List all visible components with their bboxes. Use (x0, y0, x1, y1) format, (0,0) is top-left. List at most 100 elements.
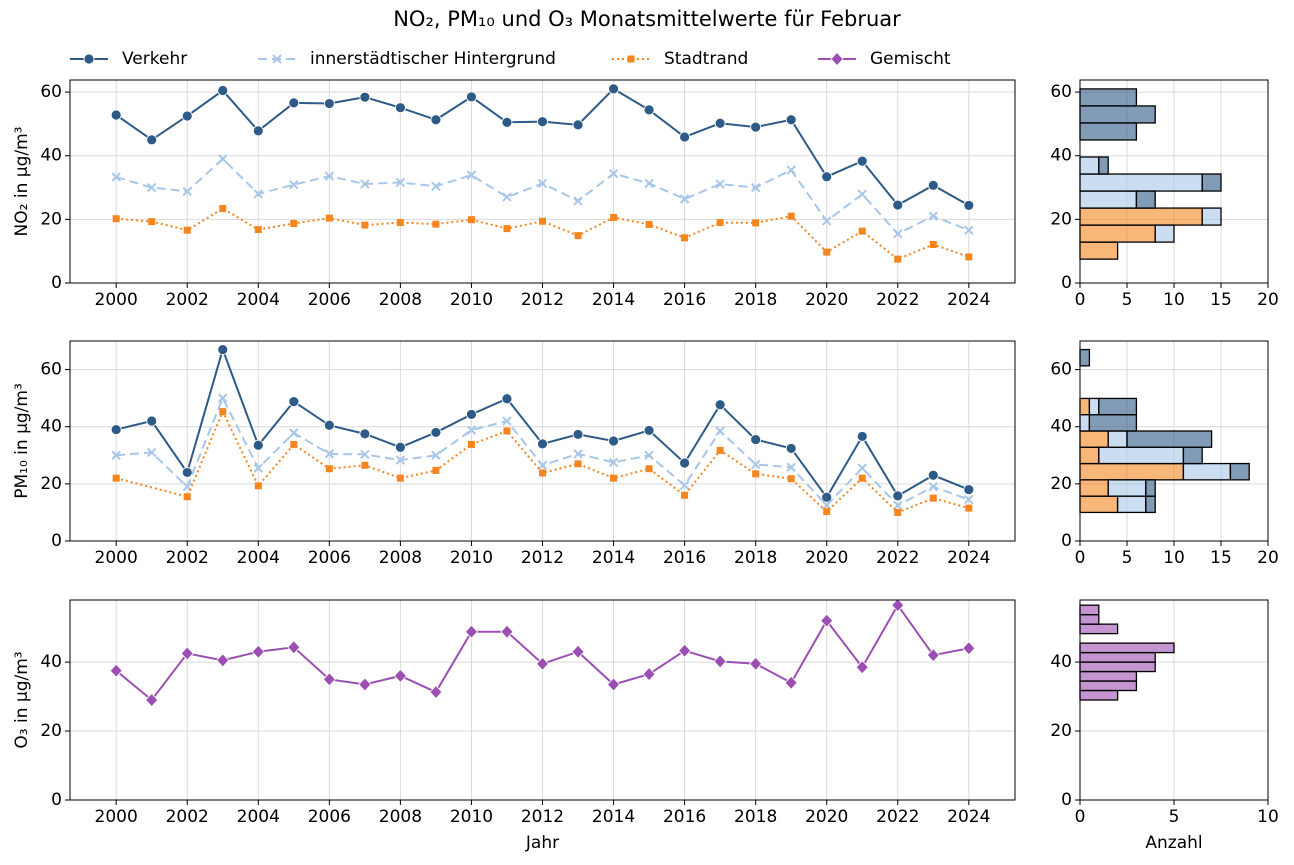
hist-bar (1107, 430, 1128, 448)
hist-bar (1079, 642, 1175, 654)
hist-bar (1135, 190, 1156, 209)
data-point (572, 119, 584, 131)
data-point (572, 429, 584, 440)
data-point (325, 214, 333, 222)
x-tick-label: 10 (1163, 290, 1185, 310)
hist-bar (1079, 430, 1109, 448)
data-point (894, 508, 902, 516)
x-tick-label: 2024 (947, 548, 990, 568)
data-point (361, 461, 369, 469)
hist-bar (1088, 414, 1138, 432)
data-point (539, 217, 546, 225)
data-point (962, 641, 976, 656)
data-point (429, 684, 443, 700)
legend-marker (627, 55, 635, 63)
x-tick-label: 2000 (95, 548, 138, 568)
data-point (855, 660, 869, 675)
data-point (217, 85, 229, 96)
y-tick-label: 40 (1050, 417, 1072, 437)
hist-bar (1182, 462, 1232, 481)
data-point (681, 234, 689, 242)
data-point (502, 192, 512, 202)
x-tick-label: 2016 (663, 290, 706, 310)
data-point (820, 613, 834, 628)
data-point (679, 194, 690, 204)
x-tick-label: 2006 (308, 807, 351, 827)
data-point (289, 428, 299, 438)
data-point (110, 424, 122, 435)
x-tick-label: 2020 (805, 807, 848, 827)
data-point (787, 212, 795, 220)
data-point (645, 465, 653, 473)
hist-bar (1079, 224, 1156, 243)
y-tick-label: 20 (40, 474, 62, 494)
data-point (750, 182, 761, 193)
data-point (502, 416, 512, 426)
data-point (894, 255, 902, 263)
x-tick-label: 5 (1122, 548, 1133, 568)
data-point (395, 177, 406, 188)
x-tick-label: 2012 (521, 807, 564, 827)
data-point (963, 199, 975, 211)
x-tick-label: 2016 (663, 548, 706, 568)
hist-bar (1079, 689, 1119, 701)
data-point (112, 215, 120, 223)
hist-bar (1079, 604, 1100, 616)
data-point (253, 189, 263, 199)
data-point (501, 393, 513, 405)
data-point (395, 455, 406, 465)
data-point (254, 482, 262, 490)
data-point (109, 663, 123, 678)
y-axis-label: NO₂ in µg/m³ (12, 127, 32, 237)
data-point (182, 186, 192, 197)
data-point (146, 415, 158, 427)
chart-title: NO₂, PM₁₀ und O₃ Monatsmittelwerte für F… (393, 7, 901, 31)
hist-bar (1079, 479, 1109, 497)
data-point (110, 109, 122, 121)
hist-bar (1079, 446, 1100, 465)
data-point (324, 449, 335, 459)
data-point (393, 668, 407, 683)
hist-bar (1079, 661, 1156, 673)
hist-bar (1079, 207, 1203, 226)
y-tick-label: 40 (1050, 652, 1072, 672)
hist-bar (1079, 241, 1119, 260)
data-point (965, 504, 973, 512)
data-point (467, 216, 475, 224)
y-tick-label: 60 (40, 82, 62, 102)
data-point (786, 165, 796, 175)
data-point (432, 220, 440, 228)
data-point (856, 431, 868, 442)
data-point (823, 248, 831, 256)
data-point (539, 469, 546, 477)
data-point (290, 220, 298, 227)
data-point (679, 131, 691, 143)
x-tick-label: 2000 (95, 807, 138, 827)
data-point (573, 449, 583, 459)
data-point (466, 409, 477, 420)
x-tick-label: 10 (1163, 548, 1185, 568)
data-point (892, 490, 904, 502)
data-point (893, 500, 903, 510)
x-tick-label: 2014 (592, 290, 635, 310)
data-point (749, 656, 763, 671)
data-point (714, 117, 726, 129)
data-point (822, 216, 832, 226)
data-point (822, 500, 832, 510)
data-point (856, 155, 868, 167)
y-tick-label: 0 (51, 790, 62, 810)
x-tick-label: 2010 (450, 548, 493, 568)
data-point (681, 491, 689, 499)
data-point (750, 459, 761, 470)
data-point (219, 205, 227, 213)
hist-bar (1229, 462, 1250, 481)
x-tick-label: 2012 (521, 548, 564, 568)
y-tick-label: 60 (1050, 360, 1072, 380)
data-point (928, 482, 938, 492)
data-point (183, 226, 191, 234)
data-point (323, 98, 335, 109)
data-point (111, 450, 121, 460)
x-tick-label: 2010 (450, 290, 493, 310)
hist-bar (1201, 207, 1222, 226)
